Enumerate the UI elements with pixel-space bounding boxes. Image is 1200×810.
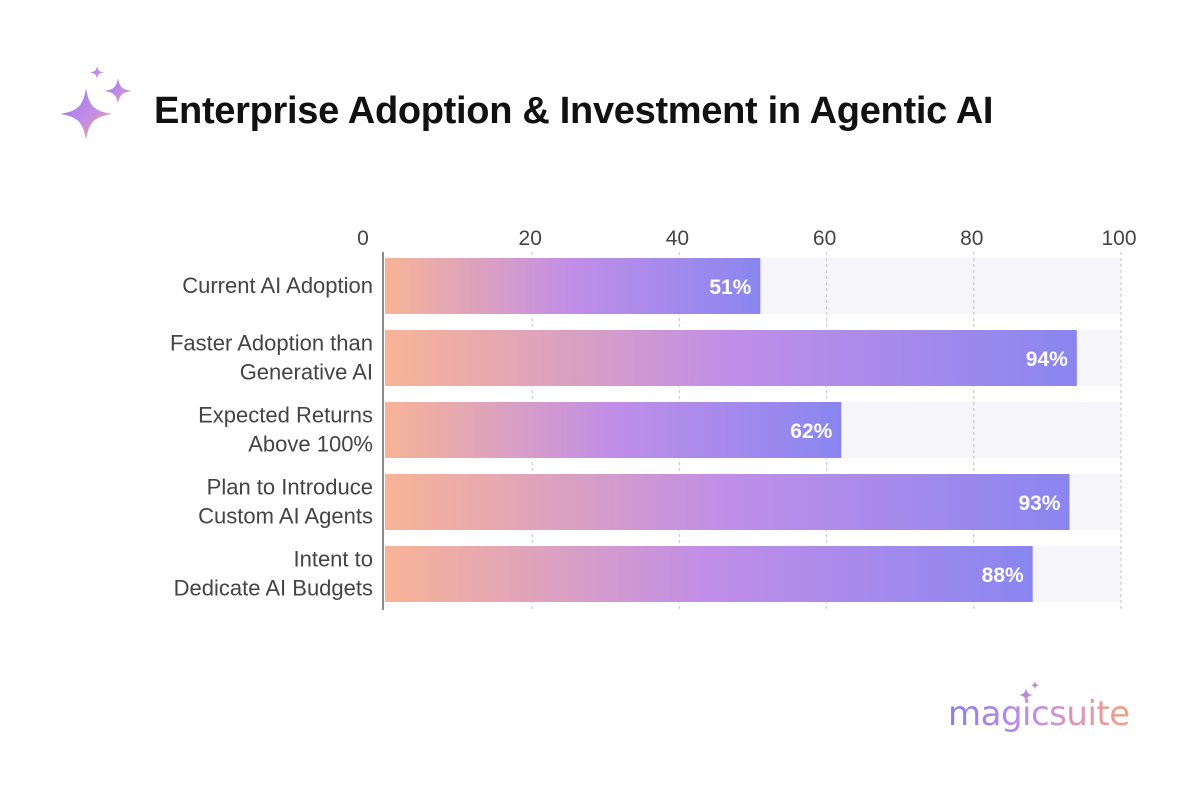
sparkle-icon: [60, 66, 132, 140]
value-label: 51%: [709, 276, 751, 299]
bar: [385, 546, 1033, 602]
bar: [385, 258, 761, 314]
x-tick-label: 20: [519, 227, 542, 250]
x-tick-label: 100: [1101, 227, 1136, 250]
category-label: Current AI Adoption: [182, 273, 373, 298]
brand-name: magicsuite: [948, 694, 1130, 734]
brand-logo: magicsuite: [948, 678, 1148, 738]
category-label: Faster Adoption than: [170, 331, 373, 356]
bar: [385, 402, 842, 458]
bar: [385, 474, 1070, 530]
bars: [385, 258, 1077, 602]
category-label: Plan to Introduce: [207, 475, 373, 500]
value-label: 93%: [1018, 492, 1060, 515]
x-axis-ticks: 0 20 40 60 80 100: [357, 227, 1136, 250]
value-labels: 51% 94% 62% 93% 88%: [709, 276, 1068, 587]
chart-header: Enterprise Adoption & Investment in Agen…: [56, 66, 993, 156]
category-label: Intent to: [293, 547, 373, 572]
category-label: Dedicate AI Budgets: [174, 576, 373, 601]
x-tick-label: 0: [357, 227, 369, 250]
sparkle-icon: [1019, 681, 1040, 702]
chart-title: Enterprise Adoption & Investment in Agen…: [154, 89, 994, 132]
category-labels: Current AI Adoption Faster Adoption than G…: [170, 273, 373, 601]
x-tick-label: 80: [960, 227, 983, 250]
category-label: Expected Returns: [198, 403, 373, 428]
x-tick-label: 60: [813, 227, 836, 250]
category-label: Generative AI: [240, 360, 373, 385]
x-tick-label: 40: [666, 227, 689, 250]
value-label: 88%: [982, 564, 1024, 587]
value-label: 94%: [1026, 348, 1068, 371]
value-label: 62%: [790, 420, 832, 443]
category-label: Custom AI Agents: [198, 504, 373, 529]
bar-chart: 0 20 40 60 80 100 Current AI Adoption Faster A…: [170, 227, 1137, 610]
category-label: Above 100%: [248, 432, 373, 457]
bar: [385, 330, 1077, 386]
